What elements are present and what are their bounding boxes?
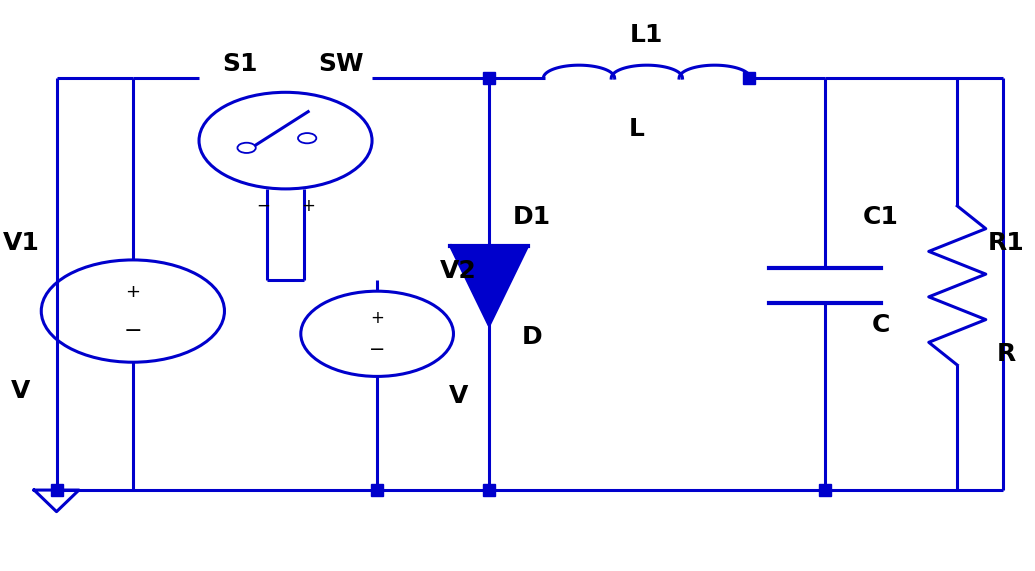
Text: +: + [371,308,384,327]
Text: C1: C1 [863,206,898,230]
Text: D1: D1 [512,206,551,230]
Text: S1: S1 [221,52,258,76]
Text: −: − [123,320,142,340]
Text: R1: R1 [987,231,1025,255]
Text: R: R [997,341,1015,365]
Text: L: L [628,117,645,141]
Text: −: − [257,197,270,215]
Text: −: − [368,340,385,360]
Text: SW: SW [319,52,364,76]
Text: +: + [301,197,315,215]
Text: V1: V1 [2,231,39,255]
Text: +: + [125,283,141,301]
Text: L1: L1 [630,23,663,47]
Polygon shape [450,246,528,325]
Text: V: V [11,379,31,403]
Text: V: V [449,384,468,408]
Text: C: C [871,313,890,337]
Text: D: D [522,325,542,349]
Text: V2: V2 [440,259,477,283]
